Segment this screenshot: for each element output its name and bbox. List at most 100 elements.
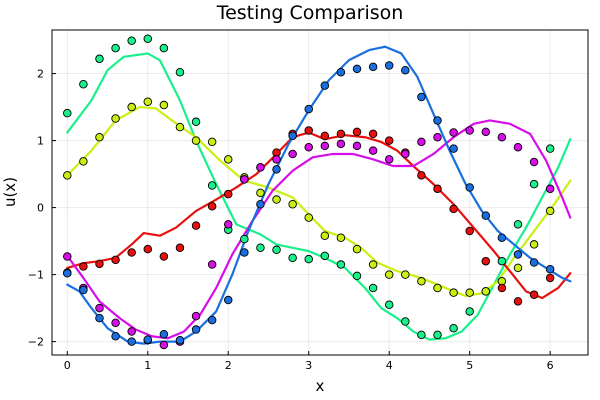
data-point-yellow — [223, 155, 233, 164]
data-point-red — [159, 252, 169, 261]
data-point-magenta — [223, 220, 233, 229]
data-point-green — [545, 144, 555, 153]
data-point-yellow — [320, 231, 330, 240]
data-point-yellow — [143, 97, 153, 106]
data-point-magenta — [417, 137, 426, 147]
data-point-yellow — [159, 100, 169, 110]
data-point-magenta — [63, 252, 72, 261]
x-tick-label: 1 — [144, 359, 151, 372]
data-point-magenta — [256, 163, 265, 172]
data-point-green — [320, 251, 330, 261]
ticks: 0 1 2 3 4 5 6 −2 −1 0 1 2 — [28, 68, 554, 372]
data-point-magenta — [240, 175, 249, 184]
y-axis-label: u(x) — [1, 177, 19, 207]
data-point-yellow — [481, 287, 491, 296]
data-point-magenta — [336, 139, 346, 149]
x-tick-label: 5 — [466, 359, 473, 372]
data-point-green — [272, 245, 281, 255]
data-point-red — [304, 126, 313, 135]
series-line-blue — [66, 45, 572, 345]
data-point-red — [336, 129, 346, 139]
data-point-yellow — [336, 233, 346, 242]
data-point-yellow — [384, 270, 394, 279]
data-point-blue — [272, 165, 281, 174]
data-point-green — [304, 254, 313, 264]
data-point-red — [465, 226, 474, 236]
data-point-yellow — [352, 244, 362, 254]
data-point-yellow — [401, 270, 410, 279]
chart-title: Testing Comparison — [216, 2, 404, 24]
data-point-red — [127, 248, 136, 257]
data-point-yellow — [433, 283, 442, 293]
series-line-green — [66, 52, 572, 341]
data-point-red — [481, 256, 491, 266]
data-point-green — [336, 260, 346, 269]
data-point-magenta — [352, 141, 362, 151]
data-point-magenta — [384, 155, 394, 164]
data-point-magenta — [288, 149, 297, 159]
data-point-green — [449, 323, 458, 333]
data-point-magenta — [529, 157, 539, 167]
data-point-magenta — [127, 327, 136, 336]
data-point-magenta — [497, 132, 507, 142]
data-point-green — [240, 234, 249, 244]
x-tick-label: 0 — [64, 359, 71, 372]
data-point-yellow — [256, 188, 265, 198]
data-point-green — [368, 283, 378, 293]
data-point-blue — [207, 315, 217, 325]
data-point-red — [352, 127, 362, 137]
data-point-blue — [497, 233, 507, 242]
data-point-green — [465, 307, 474, 316]
data-point-yellow — [449, 288, 458, 297]
data-point-blue — [513, 250, 523, 259]
data-point-blue — [175, 336, 185, 345]
data-point-green — [191, 117, 201, 127]
y-tick-label: −2 — [28, 336, 44, 349]
data-point-blue — [433, 116, 442, 125]
data-point-blue — [336, 67, 346, 77]
data-point-red — [111, 255, 120, 265]
data-point-green — [417, 330, 426, 340]
data-point-red — [175, 243, 185, 253]
data-point-blue — [465, 183, 474, 192]
data-point-red — [143, 244, 153, 254]
data-point-blue — [529, 258, 539, 267]
data-point-magenta — [513, 143, 523, 152]
data-point-yellow — [111, 114, 120, 123]
data-point-magenta — [304, 143, 313, 152]
data-point-red — [368, 129, 378, 139]
data-point-magenta — [272, 155, 281, 164]
data-point-green — [513, 220, 523, 229]
y-tick-label: 0 — [37, 202, 44, 215]
data-point-red — [320, 131, 330, 141]
x-tick-label: 4 — [386, 359, 393, 372]
data-point-magenta — [545, 184, 555, 194]
data-point-yellow — [191, 136, 201, 145]
data-point-magenta — [401, 149, 410, 159]
x-axis-label: x — [316, 377, 325, 395]
data-point-blue — [304, 104, 313, 114]
data-point-green — [352, 271, 362, 281]
data-point-blue — [111, 331, 120, 341]
data-point-magenta — [368, 146, 378, 155]
data-point-red — [223, 189, 233, 199]
data-point-yellow — [63, 171, 72, 180]
data-point-blue — [159, 329, 169, 339]
data-point-magenta — [111, 318, 120, 328]
data-point-yellow — [127, 102, 136, 112]
data-point-yellow — [513, 263, 523, 273]
data-point-blue — [256, 199, 265, 209]
data-point-blue — [417, 92, 426, 102]
y-tick-label: 2 — [37, 68, 44, 81]
data-point-blue — [79, 285, 88, 295]
data-point-magenta — [320, 141, 330, 151]
y-tick-label: −1 — [28, 269, 44, 282]
data-point-blue — [240, 248, 249, 257]
data-point-magenta — [95, 303, 104, 313]
data-point-red — [529, 290, 539, 299]
data-point-yellow — [288, 199, 297, 209]
data-point-yellow — [79, 157, 88, 166]
data-point-blue — [191, 325, 201, 334]
data-point-blue — [127, 337, 136, 346]
data-point-red — [207, 201, 217, 211]
